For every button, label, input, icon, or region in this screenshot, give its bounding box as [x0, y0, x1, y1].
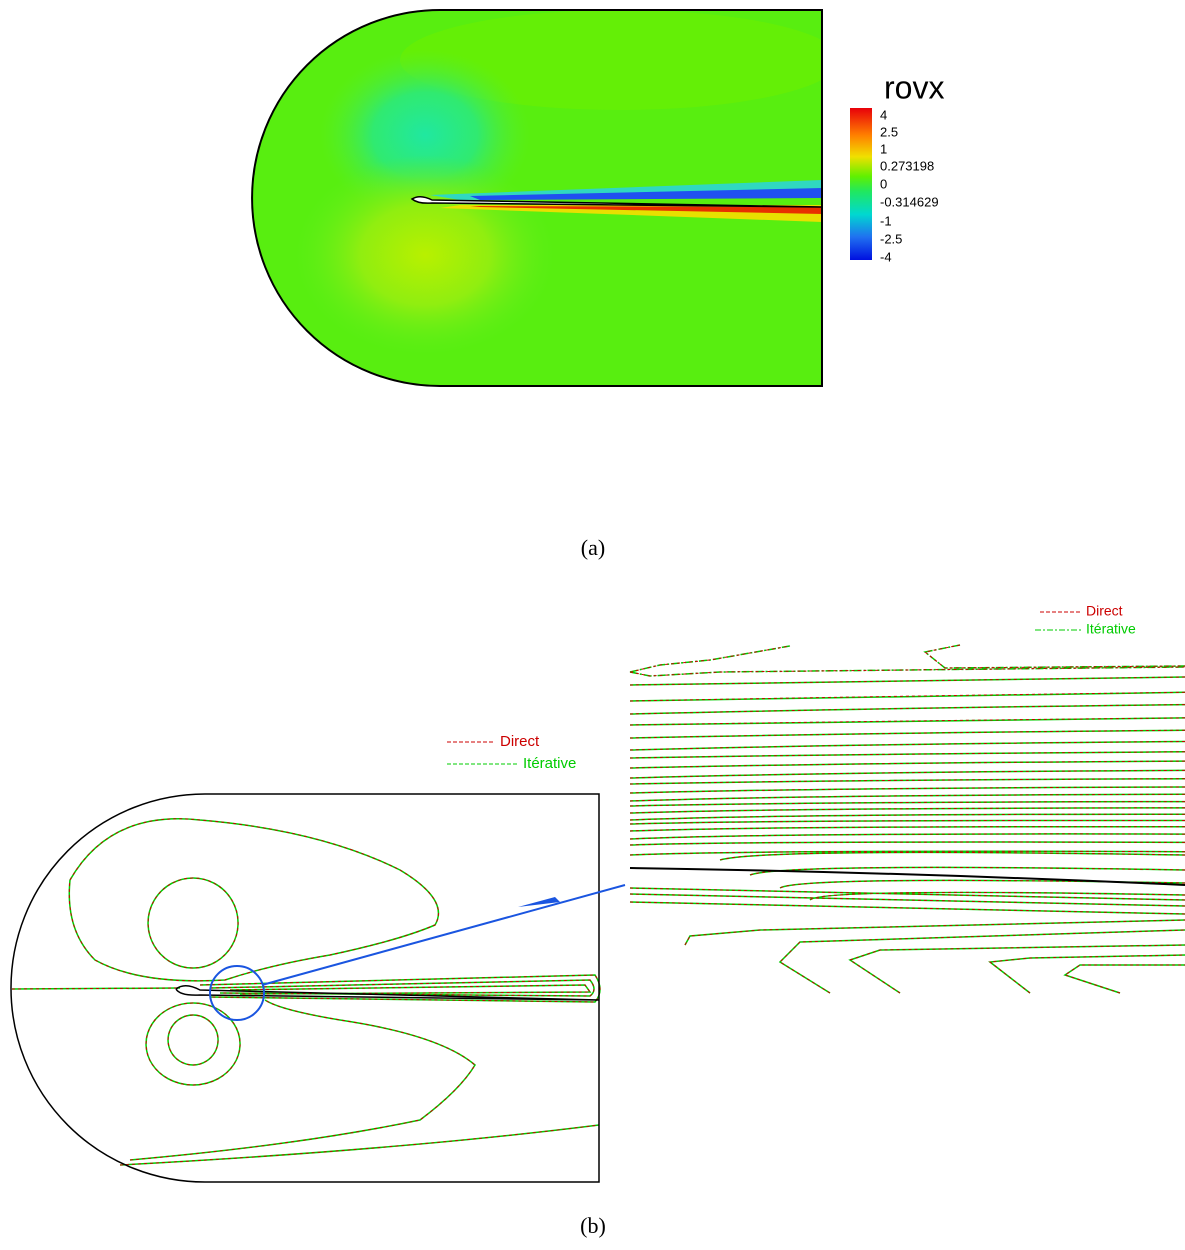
colorbar-label: 4: [880, 107, 887, 122]
field-band: [400, 10, 823, 110]
contour-direct: [629, 729, 1185, 739]
colorbar-labels: 4 2.5 1 0.273198 0 -0.314629 -1 -2.5 -4: [880, 107, 939, 264]
contour-direct: [1063, 964, 1185, 994]
zoom-arrow: [261, 884, 626, 986]
wake-red: [470, 206, 822, 214]
legend-label: Itérative: [1086, 621, 1136, 637]
airfoil: [410, 196, 823, 208]
contour-direct: [167, 1014, 219, 1066]
contour-direct: [809, 891, 1185, 901]
contour-direct: [629, 666, 1185, 677]
contour-direct: [629, 645, 791, 673]
contour-direct: [145, 1002, 241, 1086]
colorbar-label: -2.5: [880, 231, 902, 246]
contour-iterative: [629, 729, 1185, 739]
contour-direct: [11, 987, 181, 990]
contour-direct: [629, 887, 1185, 901]
legend-label: Direct: [1086, 603, 1123, 619]
contour-direct: [119, 1124, 600, 1166]
contour-direct: [629, 833, 1185, 840]
contour-iterative: [1063, 964, 1185, 994]
colorbar-label: 2.5: [880, 124, 898, 139]
lower-vortex: [295, 155, 555, 355]
contour-iterative: [229, 984, 592, 995]
contour-iterative: [629, 645, 791, 673]
contour-direct: [923, 644, 1185, 669]
contour-direct: [629, 769, 1185, 779]
colorbar-title: rovx: [884, 69, 944, 105]
zoom-circle: [209, 965, 265, 1021]
contour-direct: [629, 704, 1185, 715]
contour-iterative: [629, 786, 1185, 794]
contour-direct: [68, 818, 439, 982]
contour-direct: [629, 813, 1185, 821]
contour-direct: [629, 893, 1185, 907]
contour-iterative: [778, 929, 1185, 994]
contour-iterative: [629, 777, 1185, 785]
contour-direct: [629, 676, 1185, 686]
contour-direct: [147, 877, 239, 969]
contour-iterative: [629, 769, 1185, 779]
legend-label: Direct: [500, 733, 540, 750]
colorbar-label: -4: [880, 249, 892, 264]
airfoil: [629, 867, 1185, 886]
contour-direct: [629, 786, 1185, 794]
contour-direct: [629, 691, 1185, 702]
contour-iterative: [629, 760, 1185, 769]
contour-direct: [199, 974, 601, 1003]
contour-direct: [629, 826, 1185, 832]
contour-field: [252, 10, 823, 386]
colorbar-label: -0.314629: [880, 194, 939, 209]
domain-outline: [10, 793, 600, 1183]
contour-direct: [629, 717, 1185, 726]
contour-iterative: [629, 819, 1185, 825]
contour-direct: [988, 954, 1185, 994]
wake-blue: [470, 188, 822, 200]
contour-direct: [719, 851, 1185, 861]
contour-direct: [629, 901, 1185, 915]
contour-iterative: [629, 740, 1185, 751]
contour-direct: [779, 929, 1185, 994]
contour-iterative: [629, 751, 1185, 759]
contour-iterative: [629, 666, 1185, 677]
contour-direct: [629, 793, 1185, 802]
domain-outline: [251, 9, 823, 387]
colorbar-label: -1: [880, 213, 892, 228]
contour-iterative: [923, 644, 1185, 669]
contour-iterative: [719, 851, 1185, 861]
contour-iterative: [129, 999, 476, 1161]
contour-direct: [629, 850, 1185, 856]
contour-direct: [629, 807, 1185, 814]
colorbar-label: 1: [880, 141, 887, 156]
contour-direct: [848, 944, 1185, 994]
contour-direct: [629, 760, 1185, 769]
contour-iterative: [629, 800, 1185, 807]
colorbar-label: 0: [880, 176, 887, 191]
caption: (a): [581, 535, 605, 560]
contour-lines: [11, 818, 601, 1166]
arrow-head: [518, 897, 560, 907]
contour-direct: [129, 999, 476, 1161]
colorbar-label: 0.273198: [880, 158, 934, 173]
zoom-contours: [629, 644, 1185, 994]
legend-label: Itérative: [523, 755, 576, 772]
contour-direct: [209, 979, 595, 997]
contour-iterative: [988, 954, 1185, 994]
contour-iterative: [848, 944, 1185, 994]
caption: (b): [580, 1213, 606, 1238]
contour-direct: [629, 751, 1185, 759]
contour-iterative: [684, 919, 1185, 946]
colorbar: [850, 108, 872, 260]
contour-iterative: [629, 703, 1185, 715]
contour-iterative: [629, 841, 1185, 846]
contour-direct: [629, 741, 1185, 751]
contour-iterative: [68, 818, 440, 982]
contour-direct: [749, 866, 1185, 876]
